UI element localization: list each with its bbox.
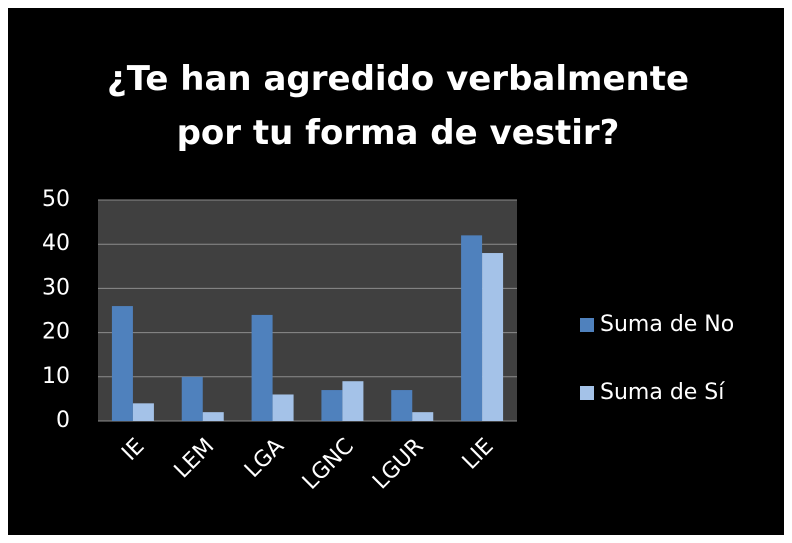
x-tick-label: LEM [170, 434, 220, 484]
x-tick-label: LGUR [368, 434, 429, 495]
bar [132, 403, 154, 421]
x-tick-label: LIE [458, 434, 499, 475]
x-tick-label: LGA [240, 434, 289, 483]
y-tick-label: 10 [42, 364, 70, 389]
y-tick-label: 40 [42, 231, 70, 256]
bar [202, 412, 224, 421]
y-tick-label: 20 [42, 320, 70, 345]
bar [482, 253, 504, 421]
bar [412, 412, 434, 421]
bar [342, 381, 364, 421]
bar [181, 376, 203, 421]
bar [391, 390, 413, 421]
chart-title: ¿Te han agredido verbalmente por tu form… [106, 59, 690, 153]
bar [461, 235, 483, 421]
y-tick-label: 0 [56, 408, 70, 433]
legend-label: Suma de No [600, 312, 734, 337]
legend-label: Suma de Sí [600, 380, 725, 405]
x-tick-label: LGNC [298, 434, 359, 495]
x-tick-label: IE [117, 434, 149, 466]
bar [251, 314, 273, 421]
y-tick-label: 30 [42, 275, 70, 300]
bar [321, 390, 343, 421]
legend-swatch [580, 386, 594, 400]
chart-frame: 0 10 20 30 40 50 IE LEM LGA LGNC LGUR LIE Suma de No… [8, 8, 784, 535]
bar [111, 306, 133, 421]
plot-area [98, 200, 517, 421]
legend-swatch [580, 318, 594, 332]
y-tick-label: 50 [42, 187, 70, 212]
chart: 0 10 20 30 40 50 IE LEM LGA LGNC LGUR LIE Suma de No… [42, 187, 734, 495]
bar [272, 394, 294, 421]
